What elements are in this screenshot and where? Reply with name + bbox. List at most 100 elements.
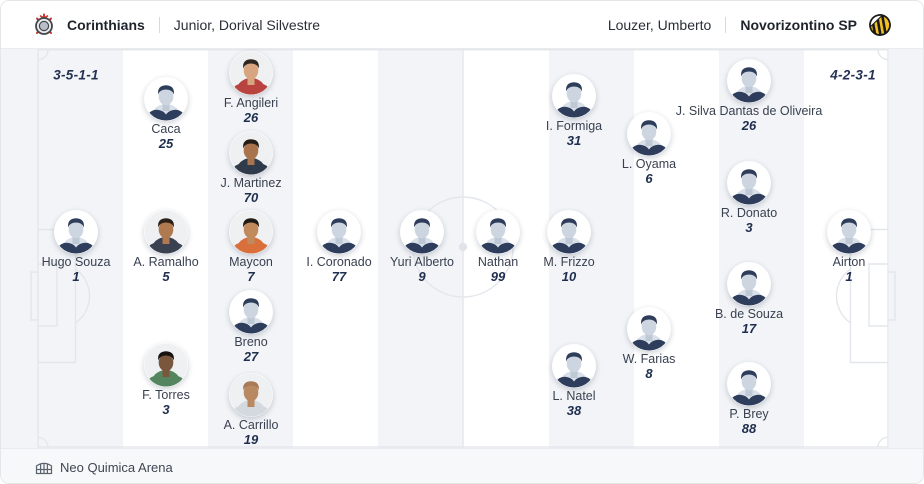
player-home[interactable]: Maycon 7 bbox=[229, 210, 273, 284]
player-number: 25 bbox=[158, 136, 174, 151]
players-layer: Hugo Souza 1 Caca 25 bbox=[1, 49, 923, 448]
kickoff-spot bbox=[458, 242, 468, 252]
player-away[interactable]: Nathan 99 bbox=[476, 210, 520, 284]
player-avatar bbox=[827, 210, 871, 254]
player-avatar bbox=[144, 210, 188, 254]
player-avatar bbox=[552, 74, 596, 118]
player-number: 1 bbox=[845, 269, 853, 284]
player-name: M. Frizzo bbox=[543, 255, 595, 269]
player-name: F. Torres bbox=[142, 388, 190, 402]
player-number: 70 bbox=[243, 190, 259, 205]
player-avatar bbox=[229, 373, 273, 417]
player-number: 6 bbox=[645, 171, 653, 186]
player-home[interactable]: A. Carrillo 19 bbox=[224, 373, 278, 447]
player-avatar bbox=[317, 210, 361, 254]
player-number: 1 bbox=[72, 269, 80, 284]
player-name: Nathan bbox=[477, 255, 519, 269]
player-name: L. Natel bbox=[552, 389, 596, 403]
player-number: 3 bbox=[745, 220, 753, 235]
novorizontino-logo[interactable] bbox=[867, 12, 893, 38]
player-name: W. Farias bbox=[622, 352, 676, 366]
player-number: 31 bbox=[566, 133, 582, 148]
player-name: A. Carrillo bbox=[223, 418, 279, 432]
player-avatar bbox=[627, 112, 671, 156]
player-avatar bbox=[552, 344, 596, 388]
player-name: Airton bbox=[832, 255, 866, 269]
lineups-header: Corinthians Junior, Dorival Silvestre Lo… bbox=[1, 1, 923, 49]
player-home[interactable]: I. Coronado 77 bbox=[306, 210, 372, 284]
player-name: Hugo Souza bbox=[41, 255, 111, 269]
player-number: 99 bbox=[490, 269, 506, 284]
player-avatar bbox=[727, 59, 771, 103]
player-number: 17 bbox=[741, 321, 757, 336]
player-avatar bbox=[727, 161, 771, 205]
divider bbox=[725, 16, 727, 33]
player-home[interactable]: Hugo Souza 1 bbox=[42, 210, 110, 284]
player-avatar bbox=[229, 290, 273, 334]
player-name: J. Martinez bbox=[220, 176, 282, 190]
corinthians-logo[interactable] bbox=[31, 12, 57, 38]
player-avatar bbox=[400, 210, 444, 254]
venue-name: Neo Quimica Arena bbox=[60, 459, 173, 475]
player-away[interactable]: I. Formiga 31 bbox=[546, 74, 602, 148]
player-name: I. Coronado bbox=[306, 255, 372, 269]
player-home[interactable]: J. Martinez 70 bbox=[220, 131, 282, 205]
player-name: Maycon bbox=[229, 255, 273, 269]
player-away[interactable]: J. Silva Dantas de Oliveira 26 bbox=[676, 59, 822, 133]
player-number: 26 bbox=[741, 118, 757, 133]
player-number: 27 bbox=[243, 349, 259, 364]
player-name: P. Brey bbox=[729, 407, 769, 421]
player-number: 5 bbox=[162, 269, 170, 284]
player-number: 9 bbox=[418, 269, 426, 284]
away-team-header: Louzer, Umberto Novorizontino SP bbox=[608, 12, 893, 38]
player-name: I. Formiga bbox=[545, 119, 603, 133]
player-number: 77 bbox=[331, 269, 347, 284]
player-away[interactable]: M. Frizzo 10 bbox=[543, 210, 595, 284]
player-number: 26 bbox=[243, 110, 259, 125]
player-home[interactable]: Caca 25 bbox=[144, 77, 188, 151]
player-number: 7 bbox=[247, 269, 255, 284]
player-home[interactable]: F. Angileri 26 bbox=[224, 51, 278, 125]
player-name: Caca bbox=[151, 122, 181, 136]
player-away[interactable]: W. Farias 8 bbox=[623, 307, 675, 381]
player-away[interactable]: P. Brey 88 bbox=[727, 362, 771, 436]
away-team-name[interactable]: Novorizontino SP bbox=[740, 16, 857, 33]
player-number: 88 bbox=[741, 421, 757, 436]
player-away[interactable]: L. Natel 38 bbox=[552, 344, 596, 418]
player-home[interactable]: Breno 27 bbox=[229, 290, 273, 364]
player-name: L. Oyama bbox=[621, 157, 677, 171]
player-avatar bbox=[144, 77, 188, 121]
player-name: B. de Souza bbox=[714, 307, 784, 321]
venue-bar: Neo Quimica Arena bbox=[1, 448, 923, 483]
home-team-name[interactable]: Corinthians bbox=[67, 16, 145, 33]
player-home[interactable]: A. Ramalho 5 bbox=[133, 210, 199, 284]
player-avatar bbox=[727, 362, 771, 406]
home-formation-label: 3-5-1-1 bbox=[53, 67, 99, 83]
player-name: F. Angileri bbox=[223, 96, 279, 110]
player-name: R. Donato bbox=[720, 206, 778, 220]
player-away[interactable]: Airton 1 bbox=[827, 210, 871, 284]
stadium-icon bbox=[35, 462, 53, 474]
player-name: J. Silva Dantas de Oliveira bbox=[675, 104, 823, 118]
divider bbox=[158, 16, 160, 33]
player-number: 3 bbox=[162, 402, 170, 417]
away-formation-label: 4-2-3-1 bbox=[830, 67, 876, 83]
player-name: A. Ramalho bbox=[133, 255, 199, 269]
player-name: Yuri Alberto bbox=[390, 255, 454, 269]
player-away[interactable]: L. Oyama 6 bbox=[622, 112, 676, 186]
player-avatar bbox=[627, 307, 671, 351]
player-avatar bbox=[229, 131, 273, 175]
football-pitch: 3-5-1-1 4-2-3-1 Hugo Souza 1 bbox=[1, 49, 923, 448]
player-avatar bbox=[54, 210, 98, 254]
player-number: 19 bbox=[243, 432, 259, 447]
player-number: 38 bbox=[566, 403, 582, 418]
player-name: Breno bbox=[234, 335, 268, 349]
player-avatar bbox=[229, 210, 273, 254]
player-avatar bbox=[144, 343, 188, 387]
player-home[interactable]: F. Torres 3 bbox=[142, 343, 190, 417]
player-away[interactable]: B. de Souza 17 bbox=[715, 262, 783, 336]
player-away[interactable]: R. Donato 3 bbox=[721, 161, 777, 235]
player-home[interactable]: Yuri Alberto 9 bbox=[390, 210, 454, 284]
player-avatar bbox=[476, 210, 520, 254]
